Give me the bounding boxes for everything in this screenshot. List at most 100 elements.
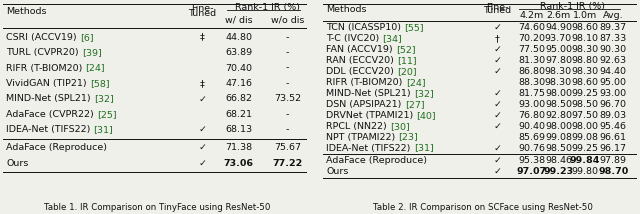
Text: ✓: ✓ [493, 45, 501, 54]
Text: 77.50: 77.50 [518, 45, 545, 54]
Text: ✓: ✓ [493, 144, 501, 153]
Text: Rank-1 IR (%): Rank-1 IR (%) [540, 2, 605, 11]
Text: 76.80: 76.80 [518, 111, 545, 120]
Text: ‡: ‡ [200, 79, 205, 88]
Text: 98.00: 98.00 [545, 122, 572, 131]
Text: ✓: ✓ [493, 100, 501, 109]
Text: 89.03: 89.03 [600, 111, 627, 120]
Text: w/ dis: w/ dis [225, 16, 253, 25]
Text: T-C (IVC20): T-C (IVC20) [326, 34, 383, 43]
Text: TCN (ICASSP10): TCN (ICASSP10) [326, 23, 404, 32]
Text: NPT (TPAMI22): NPT (TPAMI22) [326, 133, 399, 142]
Text: 70.20: 70.20 [518, 34, 545, 43]
Text: AdaFace (Reproduce): AdaFace (Reproduce) [326, 156, 428, 165]
Text: 95.46: 95.46 [600, 122, 627, 131]
Text: 97.80: 97.80 [545, 56, 572, 65]
Text: 98.00: 98.00 [572, 122, 598, 131]
Text: [32]: [32] [414, 89, 434, 98]
Text: 93.70: 93.70 [545, 34, 572, 43]
Text: TURL (CVPR20): TURL (CVPR20) [6, 48, 82, 57]
Text: [31]: [31] [93, 125, 113, 134]
Text: Ours: Ours [6, 159, 29, 168]
Text: [40]: [40] [417, 111, 436, 120]
Text: CSRI (ACCV19): CSRI (ACCV19) [6, 33, 80, 42]
Text: 90.40: 90.40 [518, 122, 545, 131]
Text: 97.50: 97.50 [572, 111, 598, 120]
Text: 97.07: 97.07 [516, 167, 547, 176]
Text: 98.70: 98.70 [598, 167, 628, 176]
Text: 75.67: 75.67 [274, 143, 301, 152]
Text: 95.38: 95.38 [518, 156, 545, 165]
Text: 77.22: 77.22 [272, 159, 303, 168]
Text: 99.84: 99.84 [570, 156, 600, 165]
Text: 99.08: 99.08 [572, 133, 598, 142]
Text: Fine-: Fine- [486, 3, 509, 12]
Text: -: - [285, 79, 289, 88]
Text: 87.33: 87.33 [600, 34, 627, 43]
Text: 99.23: 99.23 [543, 167, 573, 176]
Text: Table 2. IR Comparison on SCFace using ResNet-50: Table 2. IR Comparison on SCFace using R… [373, 203, 593, 212]
Text: ✓: ✓ [493, 111, 501, 120]
Text: 98.00: 98.00 [545, 89, 572, 98]
Text: -: - [285, 125, 289, 134]
Text: Fine-: Fine- [191, 4, 214, 13]
Text: †: † [495, 34, 500, 43]
Text: ✓: ✓ [493, 89, 501, 98]
Text: 88.30: 88.30 [518, 78, 545, 87]
Text: Table 1. IR Comparison on TinyFace using ResNet-50: Table 1. IR Comparison on TinyFace using… [44, 203, 270, 212]
Text: DDL (ECCV20): DDL (ECCV20) [326, 67, 397, 76]
Text: 98.50: 98.50 [545, 144, 572, 153]
Text: FAN (ACCV19): FAN (ACCV19) [326, 45, 396, 54]
Text: 73.06: 73.06 [224, 159, 254, 168]
Text: 95.00: 95.00 [600, 78, 627, 87]
Text: 99.08: 99.08 [545, 133, 572, 142]
Text: [11]: [11] [397, 56, 417, 65]
Text: ‡: ‡ [200, 33, 205, 42]
Text: 96.61: 96.61 [600, 133, 627, 142]
Text: -: - [285, 64, 289, 73]
Text: [24]: [24] [86, 64, 105, 73]
Text: 86.80: 86.80 [518, 67, 545, 76]
Text: [34]: [34] [383, 34, 403, 43]
Text: Tuned: Tuned [188, 9, 216, 18]
Text: 94.40: 94.40 [600, 67, 627, 76]
Text: 98.60: 98.60 [572, 23, 598, 32]
Text: [55]: [55] [404, 23, 424, 32]
Text: ✓: ✓ [198, 94, 206, 103]
Text: 99.25: 99.25 [572, 89, 598, 98]
Text: [23]: [23] [399, 133, 419, 142]
Text: 68.13: 68.13 [225, 125, 252, 134]
Text: MIND-Net (SPL21): MIND-Net (SPL21) [6, 94, 94, 103]
Text: 90.76: 90.76 [518, 144, 545, 153]
Text: 98.50: 98.50 [545, 100, 572, 109]
Text: 81.75: 81.75 [518, 89, 545, 98]
Text: 98.10: 98.10 [572, 34, 598, 43]
Text: Tuned: Tuned [483, 6, 511, 15]
Text: ✓: ✓ [198, 125, 206, 134]
Text: 90.30: 90.30 [600, 45, 627, 54]
Text: DSN (APSIPA21): DSN (APSIPA21) [326, 100, 404, 109]
Text: -: - [285, 110, 289, 119]
Text: Avg.: Avg. [603, 11, 623, 20]
Text: Rank-1 IR (%): Rank-1 IR (%) [235, 3, 300, 12]
Text: 81.30: 81.30 [518, 56, 545, 65]
Text: 98.30: 98.30 [572, 67, 598, 76]
Text: ✓: ✓ [493, 67, 501, 76]
Text: [24]: [24] [406, 78, 426, 87]
Text: 98.46: 98.46 [545, 156, 572, 165]
Text: w/o dis: w/o dis [271, 16, 304, 25]
Text: Ours: Ours [326, 167, 349, 176]
Text: 74.60: 74.60 [518, 23, 545, 32]
Text: Methods: Methods [326, 5, 367, 14]
Text: 2.6m: 2.6m [547, 11, 570, 20]
Text: -: - [285, 48, 289, 57]
Text: IDEA-Net (TIFS22): IDEA-Net (TIFS22) [6, 125, 93, 134]
Text: 95.00: 95.00 [545, 45, 572, 54]
Text: 99.25: 99.25 [572, 144, 598, 153]
Text: 93.00: 93.00 [600, 89, 627, 98]
Text: [25]: [25] [97, 110, 116, 119]
Text: 98.30: 98.30 [572, 45, 598, 54]
Text: 4.2m: 4.2m [520, 11, 544, 20]
Text: 71.38: 71.38 [225, 143, 252, 152]
Text: 96.17: 96.17 [600, 144, 627, 153]
